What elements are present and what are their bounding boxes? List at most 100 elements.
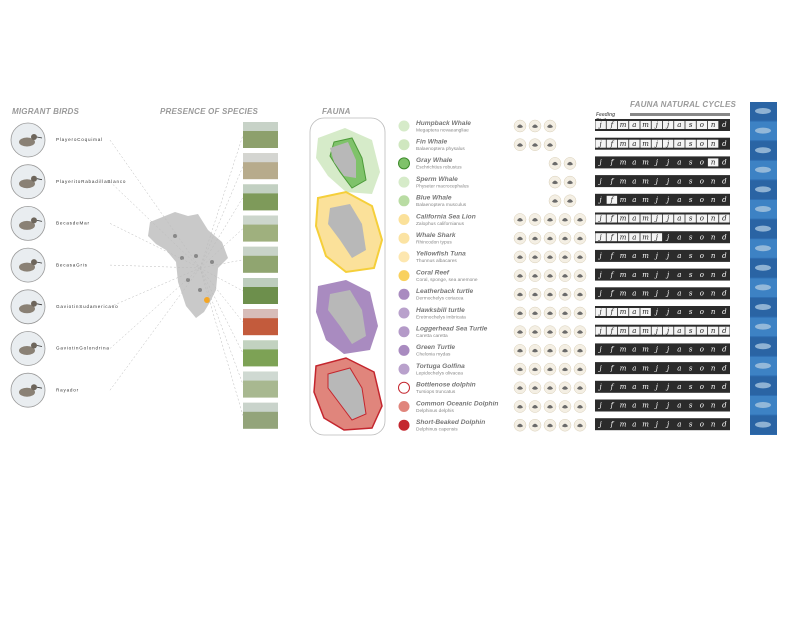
month: s — [689, 290, 693, 298]
month: j — [598, 308, 603, 316]
month: d — [722, 215, 727, 223]
connector — [109, 267, 201, 349]
species-swatch — [398, 214, 410, 225]
cycle-bar — [595, 231, 730, 244]
cycle-cell — [696, 326, 708, 335]
cycle-bar — [595, 175, 730, 188]
month: o — [700, 121, 704, 129]
month: d — [722, 252, 727, 260]
month: f — [610, 290, 615, 298]
month: a — [677, 121, 681, 129]
month: a — [677, 346, 681, 354]
activity-glyph — [562, 255, 568, 259]
month: f — [610, 383, 615, 391]
month: o — [700, 252, 704, 260]
month: n — [711, 327, 716, 335]
cycle-cell — [617, 214, 629, 223]
bird-head — [31, 300, 37, 307]
activity-glyph — [577, 423, 583, 428]
activity-glyph — [562, 218, 568, 222]
activity-glyph — [517, 386, 523, 390]
month: j — [598, 252, 603, 260]
connector — [199, 259, 244, 269]
month: m — [620, 364, 627, 372]
cycle-cell — [629, 139, 640, 148]
month: a — [677, 177, 681, 185]
species-scientific: Megaptera novaeangliae — [416, 127, 469, 133]
month: f — [610, 420, 615, 428]
plant-sky — [243, 340, 278, 350]
month: f — [610, 177, 615, 185]
cycle-cell — [640, 214, 651, 223]
activity-glyph — [567, 180, 573, 185]
month: j — [598, 346, 603, 354]
activity-glyph — [577, 311, 583, 315]
month: j — [598, 233, 603, 241]
month: j — [665, 402, 670, 410]
species-scientific: Coral, sponge, sea anemone — [416, 277, 478, 283]
cycle-cell — [662, 214, 674, 223]
month: j — [598, 420, 603, 428]
month: j — [665, 233, 670, 241]
activity-glyph — [547, 124, 553, 128]
activity-glyph — [532, 423, 538, 428]
month: s — [689, 402, 693, 410]
month: m — [620, 327, 627, 335]
month: j — [654, 233, 659, 241]
species-name: Yellowfish Tuna — [416, 251, 466, 258]
cycle-cell — [674, 139, 685, 148]
species-name: Tortuga Golfina — [416, 363, 465, 370]
cycle-cell — [707, 139, 719, 148]
month: s — [689, 420, 693, 428]
fauna-photo-subject — [755, 166, 771, 173]
activity-glyph — [562, 330, 568, 334]
cycle-cell — [651, 214, 663, 223]
land — [330, 142, 356, 178]
bird-beak — [36, 345, 43, 347]
section-title: FAUNA — [322, 107, 351, 116]
month: m — [642, 177, 649, 185]
month: n — [711, 402, 716, 410]
month: j — [654, 252, 659, 260]
activity-glyph — [567, 161, 573, 166]
bird-head — [31, 175, 37, 182]
species-name: Bottlenose dolphin — [416, 382, 476, 389]
activity-glyph — [577, 386, 583, 390]
cycle-bar — [595, 380, 730, 393]
bird-beak — [36, 136, 43, 139]
month: s — [689, 159, 693, 167]
cycle-bar — [595, 137, 730, 150]
month: j — [654, 420, 659, 428]
month: j — [665, 121, 670, 129]
activity-glyph — [562, 274, 568, 278]
month: a — [677, 308, 681, 316]
month: j — [665, 383, 670, 391]
cycle-cell — [696, 214, 708, 223]
species-swatch — [398, 363, 410, 375]
species-scientific: Dermochelys coriacea — [416, 296, 464, 302]
month: j — [654, 402, 659, 410]
activity-glyph — [552, 199, 558, 203]
activity-glyph — [577, 330, 583, 334]
fauna-photo-subject — [755, 225, 771, 232]
bird-name: Rayador — [56, 387, 79, 392]
cycle-cell — [707, 121, 719, 129]
map-dot — [180, 256, 184, 260]
month: a — [632, 215, 636, 223]
activity-glyph — [547, 330, 553, 334]
land — [327, 367, 367, 421]
month: d — [722, 420, 727, 428]
section-title: PRESENCE OF SPECIES — [160, 107, 259, 116]
connector — [109, 267, 201, 391]
species-name: Coral Reef — [416, 269, 450, 276]
bird-name: PlayeroCoquimal — [56, 137, 103, 142]
month: j — [598, 327, 603, 335]
species-name: Fin Whale — [416, 138, 447, 145]
connector — [199, 267, 244, 323]
month: f — [610, 402, 615, 410]
species-swatch — [398, 270, 410, 282]
species-scientific: Delphinus delphis — [416, 408, 454, 414]
connector — [199, 228, 244, 269]
cycle-cell — [617, 139, 629, 148]
